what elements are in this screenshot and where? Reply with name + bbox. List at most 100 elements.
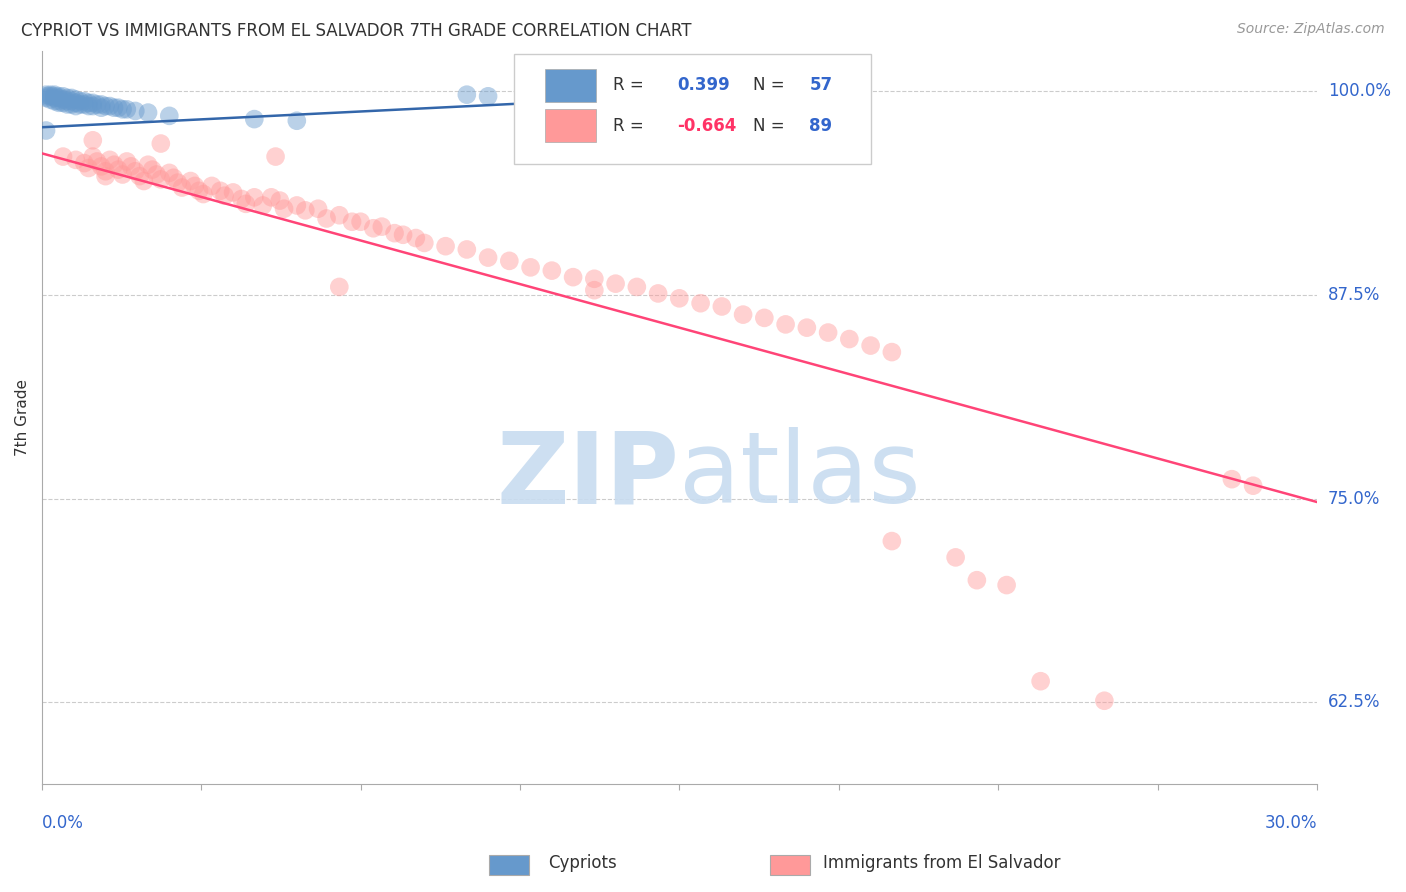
Point <box>48 91 70 105</box>
Point <box>48 89 70 103</box>
Point <box>647 286 669 301</box>
Point <box>184 178 207 193</box>
Text: 0.0%: 0.0% <box>42 814 84 832</box>
Point <box>710 300 733 314</box>
Point <box>626 93 648 107</box>
Y-axis label: 7th Grade: 7th Grade <box>15 379 30 456</box>
Point <box>689 296 711 310</box>
Text: 89: 89 <box>810 117 832 136</box>
Point <box>754 310 776 325</box>
Point <box>65 99 87 113</box>
Point <box>838 332 860 346</box>
Point <box>583 283 606 297</box>
Point <box>82 99 104 113</box>
Point <box>477 89 499 103</box>
Point <box>44 87 66 102</box>
Point <box>235 197 257 211</box>
Point <box>583 272 606 286</box>
Point <box>39 87 62 102</box>
Point <box>477 251 499 265</box>
Point <box>371 219 394 234</box>
Point <box>56 94 79 108</box>
Point <box>252 198 274 212</box>
Point <box>73 156 96 170</box>
Point <box>315 211 337 226</box>
Point <box>1092 694 1115 708</box>
Point <box>98 153 121 167</box>
Point <box>124 103 146 118</box>
Point <box>56 97 79 112</box>
Point <box>294 203 316 218</box>
Point <box>120 159 142 173</box>
Point <box>35 87 58 102</box>
Point <box>60 94 83 108</box>
Point <box>668 93 690 107</box>
Point <box>90 101 112 115</box>
Point <box>73 94 96 108</box>
Point <box>166 176 188 190</box>
Point <box>775 318 797 332</box>
Text: 62.5%: 62.5% <box>1329 693 1381 712</box>
Point <box>180 174 202 188</box>
Point <box>1029 674 1052 689</box>
Text: 0.399: 0.399 <box>676 76 730 95</box>
Point <box>65 93 87 107</box>
Text: N =: N = <box>754 117 790 136</box>
Point <box>39 89 62 103</box>
Point <box>243 112 266 127</box>
Text: Immigrants from El Salvador: Immigrants from El Salvador <box>823 855 1060 872</box>
Text: Cypriots: Cypriots <box>548 855 617 872</box>
Point <box>77 99 100 113</box>
Point <box>136 105 159 120</box>
Point <box>145 168 167 182</box>
Text: 57: 57 <box>810 76 832 95</box>
Point <box>214 188 236 202</box>
Point <box>583 89 606 103</box>
Point <box>363 221 385 235</box>
Point <box>209 184 232 198</box>
Point <box>115 103 138 117</box>
Point <box>285 198 308 212</box>
Point <box>201 178 224 193</box>
Point <box>44 91 66 105</box>
Point <box>540 263 562 277</box>
Point <box>413 235 436 250</box>
Point <box>231 192 253 206</box>
Point <box>519 260 541 275</box>
Point <box>157 166 180 180</box>
Point <box>562 270 585 285</box>
Point <box>111 103 134 117</box>
Point <box>405 231 427 245</box>
Point <box>733 308 755 322</box>
Point <box>86 97 108 112</box>
Point <box>384 226 406 240</box>
Point <box>859 338 882 352</box>
Text: ZIP: ZIP <box>496 427 679 524</box>
Text: CYPRIOT VS IMMIGRANTS FROM EL SALVADOR 7TH GRADE CORRELATION CHART: CYPRIOT VS IMMIGRANTS FROM EL SALVADOR 7… <box>21 22 692 40</box>
Point <box>48 94 70 108</box>
Point <box>273 202 295 216</box>
Point <box>82 150 104 164</box>
Point <box>880 345 903 359</box>
Text: 75.0%: 75.0% <box>1329 490 1381 508</box>
Text: R =: R = <box>613 76 650 95</box>
Point <box>264 150 287 164</box>
Point <box>69 97 91 112</box>
Point <box>193 187 215 202</box>
Point <box>94 169 117 183</box>
Point <box>107 101 129 115</box>
Point <box>98 99 121 113</box>
Point <box>39 93 62 107</box>
Point <box>328 208 350 222</box>
Point <box>77 95 100 110</box>
Point <box>44 89 66 103</box>
Point <box>52 89 75 103</box>
Point <box>456 87 478 102</box>
Point <box>65 153 87 167</box>
Point <box>456 243 478 257</box>
Point <box>141 162 163 177</box>
Point <box>60 91 83 105</box>
Point <box>434 239 457 253</box>
Point <box>519 91 541 105</box>
Point <box>77 161 100 175</box>
